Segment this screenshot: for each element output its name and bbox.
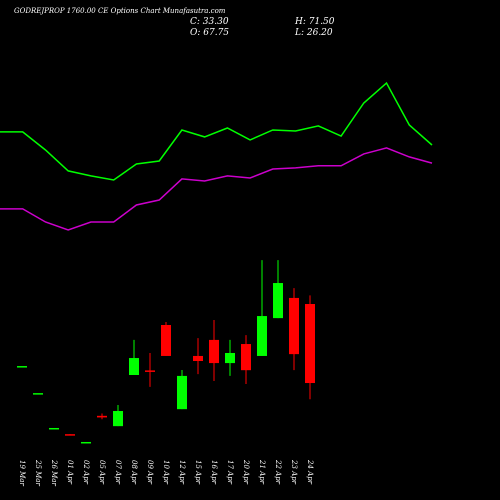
x-tick-label: 08 Apr	[130, 460, 138, 485]
x-tick-label: 12 Apr	[178, 460, 186, 485]
high-info: H: 71.50	[294, 17, 335, 27]
indicator-line	[0, 81, 433, 181]
open-info: O: 67.75	[190, 28, 229, 38]
candle-body	[161, 325, 171, 356]
candle-body	[193, 355, 203, 362]
x-tick-label: 02 Apr	[82, 460, 90, 485]
x-tick-label: 25 Mar	[34, 459, 42, 486]
x-tick-label: 10 Apr	[162, 460, 170, 485]
x-tick-label: 09 Apr	[146, 460, 154, 485]
x-tick-label: 26 Mar	[50, 459, 58, 486]
indicator-line	[0, 147, 433, 231]
x-tick-label: 15 Apr	[194, 460, 202, 485]
low-info: L: 26.20	[294, 28, 333, 38]
x-tick-label: 01 Apr	[66, 460, 74, 485]
candle-body	[49, 427, 59, 430]
chart-title: GODREJPROP 1760.00 CE Options Chart Muna…	[14, 7, 226, 15]
candle-body	[113, 411, 123, 427]
candle-body	[289, 297, 299, 355]
candle-body	[97, 415, 107, 418]
x-tick-label: 05 Apr	[98, 460, 106, 485]
x-tick-label: 16 Apr	[210, 460, 218, 485]
candle-body	[273, 283, 283, 319]
candle-body	[17, 366, 27, 368]
candle-body	[145, 370, 155, 372]
candle-body	[177, 375, 187, 410]
candle-body	[305, 304, 315, 384]
x-tick-label: 21 Apr	[258, 459, 266, 485]
candle-body	[33, 393, 43, 395]
close-info: C: 33.30	[190, 17, 229, 27]
candle-body	[225, 352, 235, 364]
candle-body	[81, 441, 91, 444]
candle-body	[129, 358, 139, 375]
candle-body	[65, 434, 75, 436]
candle-body	[241, 344, 251, 371]
candle-body	[257, 316, 267, 356]
x-tick-label: 24 Apr	[306, 459, 314, 485]
x-tick-label: 17 Apr	[226, 460, 234, 485]
x-tick-label: 20 Apr	[242, 459, 250, 485]
candle-body	[209, 339, 219, 364]
x-tick-label: 22 Apr	[274, 459, 282, 485]
x-tick-label: 19 Mar	[18, 460, 26, 486]
x-tick-label: 07 Apr	[114, 460, 122, 485]
x-tick-label: 23 Apr	[290, 459, 298, 485]
